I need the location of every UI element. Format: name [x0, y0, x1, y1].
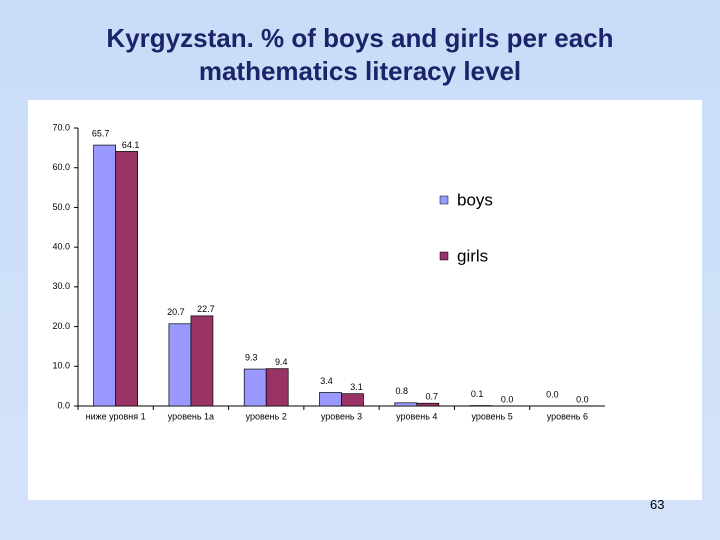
value-label: 0.0 [576, 394, 589, 404]
x-tick-label: уровень 6 [547, 411, 588, 421]
value-label: 22.7 [197, 304, 215, 314]
x-tick-label: уровень 4 [396, 411, 437, 421]
value-label: 3.4 [320, 376, 333, 386]
legend-label: girls [457, 246, 488, 265]
value-label: 3.1 [350, 382, 363, 392]
x-tick-label: уровень 3 [321, 411, 362, 421]
value-label: 0.0 [501, 394, 514, 404]
legend-swatch [439, 195, 449, 205]
y-tick-label: 70.0 [52, 122, 70, 132]
legend-swatch [439, 251, 449, 261]
y-tick-label: 60.0 [52, 162, 70, 172]
page-number: 63 [650, 497, 665, 512]
bar [243, 368, 267, 407]
y-tick-label: 50.0 [52, 202, 70, 212]
value-label: 0.8 [396, 386, 409, 396]
value-label: 9.4 [275, 357, 288, 367]
value-label: 0.0 [546, 389, 559, 399]
x-tick-label: уровень 2 [246, 411, 287, 421]
y-tick-label: 0.0 [57, 400, 70, 410]
bar [319, 392, 342, 407]
y-tick-label: 10.0 [52, 361, 70, 371]
x-tick-label: ниже уровня 1 [86, 411, 146, 421]
bar [115, 151, 138, 407]
bar [168, 323, 192, 407]
bar [416, 402, 440, 407]
chart-title: Kyrgyzstan. % of boys and girls per each… [106, 23, 614, 86]
legend-label: boys [457, 190, 493, 209]
value-label: 65.7 [92, 128, 110, 138]
bar [341, 393, 364, 407]
x-tick-label: уровень 5 [471, 411, 512, 421]
value-label: 0.7 [426, 392, 439, 402]
value-label: 20.7 [167, 307, 185, 317]
bar [394, 402, 418, 407]
chart-panel [28, 100, 702, 500]
bar [190, 315, 214, 407]
x-tick-label: уровень 1а [168, 411, 214, 421]
value-label: 9.3 [245, 352, 258, 362]
y-tick-label: 40.0 [52, 242, 70, 252]
value-label: 0.1 [471, 389, 484, 399]
bar [93, 144, 116, 407]
bar [265, 368, 289, 407]
y-tick-label: 30.0 [52, 281, 70, 291]
value-label: 64.1 [122, 140, 140, 150]
y-tick-label: 20.0 [52, 321, 70, 331]
